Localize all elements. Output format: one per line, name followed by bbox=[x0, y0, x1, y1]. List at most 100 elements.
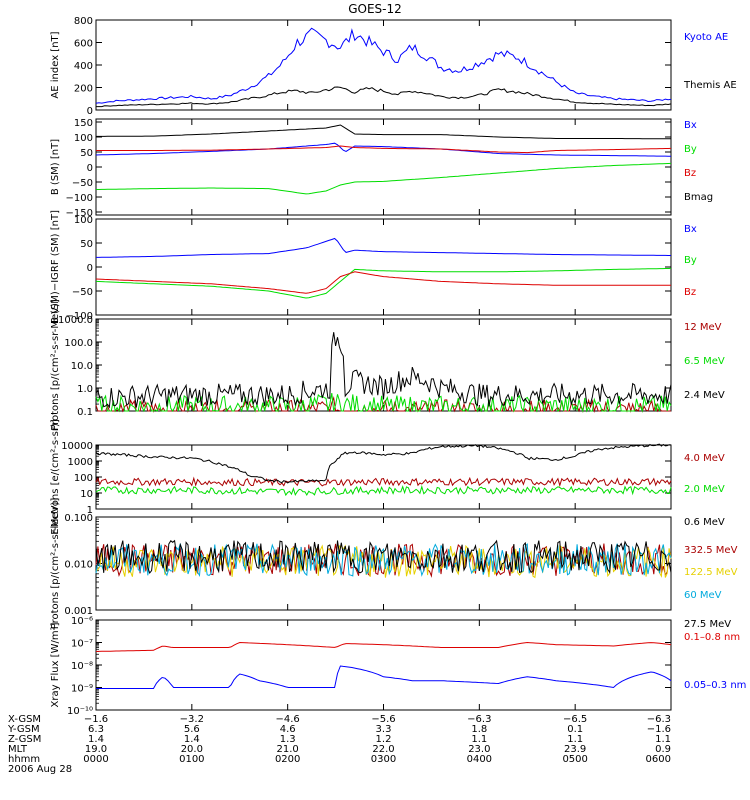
x-row-value: 23.9 bbox=[564, 744, 586, 755]
y-tick-label: 100 bbox=[74, 473, 93, 484]
legend-label: Bmag bbox=[684, 192, 713, 203]
series-line-by bbox=[95, 267, 672, 299]
legend-label: By bbox=[684, 144, 697, 155]
series-line-bx bbox=[96, 237, 671, 258]
x-row-label: Y-GSM bbox=[7, 724, 40, 735]
x-row-value: 1.1 bbox=[567, 734, 583, 745]
y-tick-label: 10⁻⁷ bbox=[71, 639, 93, 650]
series-line-bx bbox=[95, 142, 671, 157]
legend-label: 12 MeV bbox=[684, 322, 722, 333]
x-row-value: −6.3 bbox=[647, 714, 671, 725]
legend-label: 4.0 MeV bbox=[684, 453, 725, 464]
series-line-12-mev bbox=[95, 395, 671, 413]
legend-label: By bbox=[684, 255, 697, 266]
y-tick-label: 10 bbox=[80, 489, 93, 500]
x-row-value: 6.3 bbox=[88, 724, 104, 735]
date-label: 2006 Aug 28 bbox=[8, 764, 72, 775]
y-axis-label: B (SM) [nT] bbox=[50, 139, 61, 195]
x-row-value: 0200 bbox=[275, 754, 300, 765]
y-axis-label: Electrons [e/(cm²-s-sr)] bbox=[50, 419, 61, 535]
x-row-label: hhmm bbox=[8, 754, 40, 765]
legend-label: Themis AE bbox=[683, 80, 737, 91]
x-row-value: 0.1 bbox=[567, 724, 583, 735]
y-axis-label: Protons [p/(cm²-s-sr-MeV)] bbox=[50, 498, 61, 630]
series-line-6-5-mev bbox=[95, 393, 672, 413]
panels: 800 600 400 200 0 AE index [nT] Kyoto AE Themis… bbox=[50, 16, 746, 717]
y-tick-label: 10⁻¹⁰ bbox=[67, 706, 93, 717]
x-row-value: 1.8 bbox=[471, 724, 487, 735]
panel-3: 100 50 0 −50 −100 B (SM)−IGRF (SM) [nT] Bx By Bz bbox=[50, 210, 697, 324]
series-line-bz bbox=[96, 145, 672, 154]
y-tick-label: 100 bbox=[74, 215, 93, 226]
legend-label: 0.1–0.8 nm bbox=[684, 632, 740, 643]
y-tick-label: 10⁻⁸ bbox=[71, 661, 93, 672]
legend-label: 2.0 MeV bbox=[684, 484, 725, 495]
y-tick-label: 100.0 bbox=[64, 338, 93, 349]
y-tick-label: −100 bbox=[66, 311, 93, 322]
y-tick-label: 50 bbox=[80, 148, 93, 159]
x-axis-ephemeris: X-GSM −1.6 −3.2 −4.6 −5.6 −6.3 −6.5 −6.3 Y-GSM 6.… bbox=[7, 714, 671, 775]
panel-5: 10000 1000 100 10 1 Electrons [e/(cm²-s-sr)] 4… bbox=[50, 419, 725, 535]
y-tick-label: 100 bbox=[74, 133, 93, 144]
x-row-value: 5.6 bbox=[184, 724, 200, 735]
x-row-value: 1.3 bbox=[280, 734, 296, 745]
x-row-label: Z-GSM bbox=[8, 734, 41, 745]
y-tick-label: 0 bbox=[87, 263, 93, 274]
x-row-value: 0400 bbox=[467, 754, 492, 765]
y-tick-label: 400 bbox=[74, 61, 93, 72]
x-row-value: 22.0 bbox=[372, 744, 394, 755]
y-tick-label: −150 bbox=[66, 208, 93, 219]
legend-label: 332.5 MeV bbox=[684, 545, 738, 556]
panel-frame bbox=[95, 619, 672, 711]
x-row-value: 0600 bbox=[646, 754, 671, 765]
x-row-label: X-GSM bbox=[8, 714, 41, 725]
x-row-value: −1.6 bbox=[84, 714, 108, 725]
series-line-0-1-0-8-nm bbox=[95, 641, 672, 652]
x-row-value: 20.0 bbox=[181, 744, 203, 755]
y-tick-label: 0.010 bbox=[64, 560, 93, 571]
series-line-332-5-mev bbox=[95, 543, 672, 578]
y-tick-label: 1.0 bbox=[77, 384, 93, 395]
x-row-value: 23.0 bbox=[468, 744, 490, 755]
panel-frame bbox=[95, 218, 672, 316]
x-row-value: 19.0 bbox=[85, 744, 107, 755]
y-tick-label: 1 bbox=[87, 505, 93, 516]
legend-label: 6.5 MeV bbox=[684, 356, 725, 367]
panel-1: 800 600 400 200 0 AE index [nT] Kyoto AE Themis… bbox=[50, 16, 737, 117]
legend-label: Bz bbox=[684, 287, 696, 298]
x-row-value: 1.1 bbox=[655, 734, 671, 745]
x-row-value: −4.6 bbox=[276, 714, 300, 725]
x-row-value: 3.3 bbox=[376, 724, 392, 735]
y-axis-label: AE index [nT] bbox=[50, 31, 61, 98]
x-row-value: 21.0 bbox=[277, 744, 299, 755]
y-tick-label: 0 bbox=[87, 106, 93, 117]
y-tick-label: 1000.0 bbox=[58, 315, 93, 326]
y-tick-label: −50 bbox=[72, 178, 93, 189]
y-tick-label: 10⁻⁶ bbox=[71, 616, 93, 627]
legend-label: Bx bbox=[684, 224, 697, 235]
y-axis-label: B (SM)−IGRF (SM) [nT] bbox=[50, 210, 61, 324]
legend-label: 60 MeV bbox=[684, 590, 722, 601]
series-line-by bbox=[96, 162, 672, 195]
y-tick-label: 0 bbox=[87, 163, 93, 174]
y-tick-label: 200 bbox=[74, 84, 93, 95]
x-row-value: 1.1 bbox=[471, 734, 487, 745]
legend-label: Kyoto AE bbox=[684, 32, 728, 43]
x-row-value: −6.5 bbox=[563, 714, 587, 725]
legend-label: 2.4 MeV bbox=[684, 390, 725, 401]
series-line-2-4-mev bbox=[95, 332, 672, 409]
legend-label: 0.05–0.3 nm bbox=[684, 680, 746, 691]
y-tick-label: 10.0 bbox=[71, 361, 93, 372]
y-tick-label: 50 bbox=[80, 239, 93, 250]
legend-label: Bx bbox=[684, 120, 697, 131]
x-row-value: 4.6 bbox=[280, 724, 296, 735]
panel-4: 1000.0 100.0 10.0 1.0 0.1 Protons [p/(cm²-s-s… bbox=[50, 299, 725, 431]
series-line-0-05-0-3-nm bbox=[96, 665, 672, 689]
x-row-value: −5.6 bbox=[371, 714, 395, 725]
x-row-value: 1.2 bbox=[376, 734, 392, 745]
x-row-value: −3.2 bbox=[180, 714, 204, 725]
series-line-60-mev bbox=[95, 543, 672, 577]
series-line-kyoto-ae bbox=[95, 27, 672, 104]
